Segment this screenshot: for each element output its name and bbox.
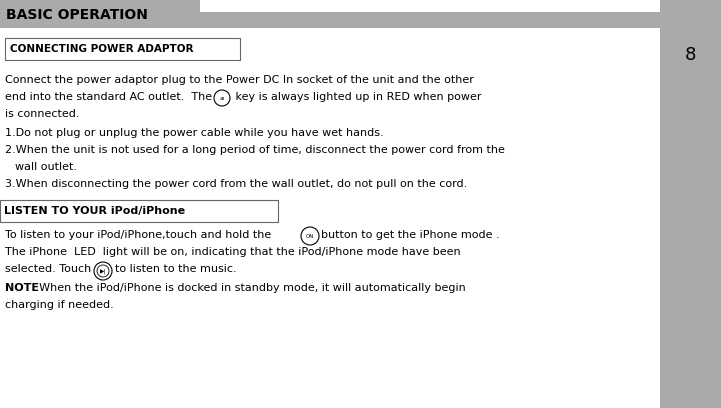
Text: 2.When the unit is not used for a long period of time, disconnect the power cord: 2.When the unit is not used for a long p…: [5, 145, 505, 155]
Text: ON: ON: [306, 233, 314, 239]
FancyBboxPatch shape: [200, 12, 660, 28]
Text: wall outlet.: wall outlet.: [15, 162, 77, 172]
Text: ▶|: ▶|: [100, 268, 106, 274]
Text: LISTEN TO YOUR iPod/iPhone: LISTEN TO YOUR iPod/iPhone: [4, 206, 185, 216]
Text: 1.Do not plug or unplug the power cable while you have wet hands.: 1.Do not plug or unplug the power cable …: [5, 128, 384, 138]
Text: CONNECTING POWER ADAPTOR: CONNECTING POWER ADAPTOR: [10, 44, 193, 54]
Circle shape: [94, 262, 112, 280]
Text: key is always lighted up in RED when power: key is always lighted up in RED when pow…: [232, 92, 482, 102]
Text: aı: aı: [219, 95, 224, 100]
FancyBboxPatch shape: [0, 0, 200, 28]
Text: BASIC OPERATION: BASIC OPERATION: [6, 8, 148, 22]
Circle shape: [97, 265, 109, 277]
Text: To listen to your iPod/iPhone,touch and hold the: To listen to your iPod/iPhone,touch and …: [5, 230, 271, 240]
Text: button to get the iPhone mode .: button to get the iPhone mode .: [321, 230, 500, 240]
Circle shape: [214, 90, 230, 106]
Text: charging if needed.: charging if needed.: [5, 300, 114, 310]
FancyBboxPatch shape: [660, 0, 721, 408]
Text: selected. Touch: selected. Touch: [5, 264, 92, 274]
FancyBboxPatch shape: [5, 38, 240, 60]
Text: Connect the power adaptor plug to the Power DC In socket of the unit and the oth: Connect the power adaptor plug to the Po…: [5, 75, 474, 85]
Text: NOTE: NOTE: [5, 283, 39, 293]
Text: : When the iPod/iPhone is docked in standby mode, it will automatically begin: : When the iPod/iPhone is docked in stan…: [32, 283, 466, 293]
FancyBboxPatch shape: [0, 200, 278, 222]
Text: The iPhone  LED  light will be on, indicating that the iPod/iPhone mode have bee: The iPhone LED light will be on, indicat…: [5, 247, 461, 257]
Text: end into the standard AC outlet.  The: end into the standard AC outlet. The: [5, 92, 212, 102]
Text: 8: 8: [685, 46, 696, 64]
Text: to listen to the music.: to listen to the music.: [115, 264, 236, 274]
Text: is connected.: is connected.: [5, 109, 79, 119]
Circle shape: [301, 227, 319, 245]
Text: 3.When disconnecting the power cord from the wall outlet, do not pull on the cor: 3.When disconnecting the power cord from…: [5, 179, 467, 189]
